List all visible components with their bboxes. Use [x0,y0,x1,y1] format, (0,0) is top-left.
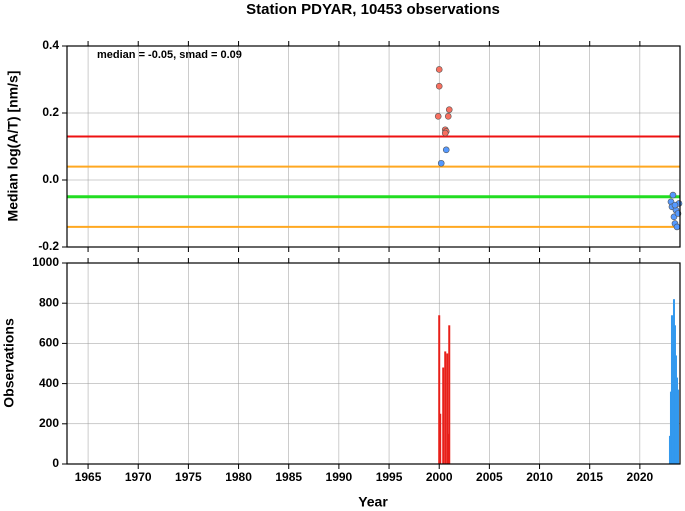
bar [446,353,449,464]
point [673,223,681,231]
bar [671,351,674,464]
bar [669,391,672,464]
y-tick-label: 1000 [32,255,59,269]
point [437,159,445,167]
x-tick-label: 1985 [275,470,302,484]
x-tick-label: 2015 [576,470,603,484]
bar [672,299,675,464]
bar [447,433,450,464]
bar [668,435,671,464]
bar [444,351,447,464]
y-tick-label: 400 [39,376,59,390]
chart-title: Station PDYAR, 10453 observations [246,1,500,18]
y-tick-label: 0.0 [42,172,59,186]
x-tick-label: 1980 [225,470,252,484]
bar [448,325,451,464]
x-tick-label: 2005 [476,470,503,484]
bar [675,377,678,464]
bar [670,315,673,464]
point [435,66,443,73]
frame [66,45,681,248]
y-tick-label: 600 [39,336,59,350]
frame [66,262,681,465]
y-tick-label: 0.4 [42,38,59,52]
bar [442,367,445,464]
point [434,113,442,120]
x-axis-label: Year [358,494,388,510]
x-tick-label: 1975 [175,470,202,484]
bar [438,315,441,464]
y-axis-label: Observations [1,318,17,408]
bar [676,389,679,464]
x-tick-label: 2020 [627,470,654,484]
annotation: median = -0.05, smad = 0.09 [97,49,242,61]
bar [439,413,442,464]
x-tick-label: 1970 [125,470,152,484]
point [441,129,449,137]
x-tick-label: 2000 [426,470,453,484]
x-tick-label: 1965 [75,470,102,484]
point [671,201,679,209]
x-tick-label: 2010 [526,470,553,484]
y-axis-label: Median log(A/T) [nm/s] [5,71,21,222]
point [444,113,452,120]
point [442,146,450,154]
y-tick-label: 0.2 [42,105,59,119]
y-tick-label: 200 [39,416,59,430]
x-tick-label: 1995 [376,470,403,484]
y-tick-label: -0.2 [38,239,59,253]
y-tick-label: 800 [39,295,59,309]
bar [673,325,676,464]
x-tick-label: 1990 [326,470,353,484]
y-tick-label: 0 [52,456,59,470]
point [669,191,677,199]
bar [674,355,677,464]
point [445,106,453,113]
point [435,82,443,90]
